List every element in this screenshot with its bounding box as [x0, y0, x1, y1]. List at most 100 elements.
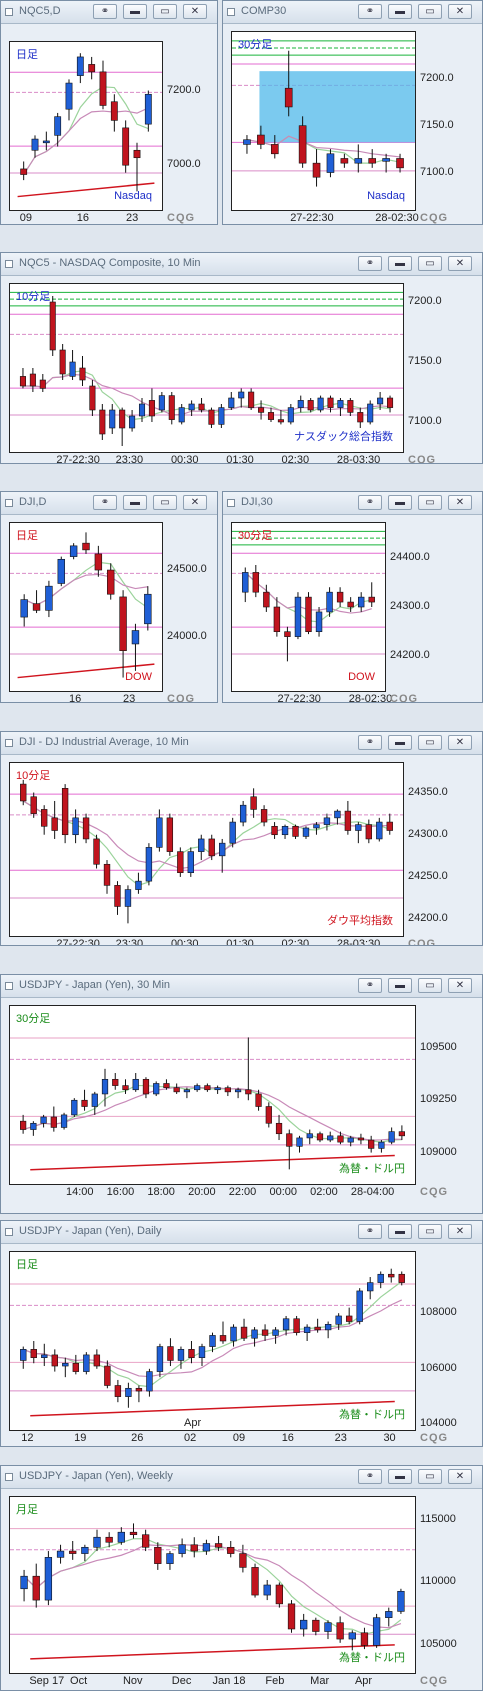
chart-window-nqd[interactable]: NQC5,D ⚭ ▬ ▭ ✕ 日足 Nasdaq 7200.0 7000.0 09 16 23 CQG: [0, 0, 218, 225]
chart-window-djid[interactable]: DJI,D ⚭ ▬ ▭ ✕ 日足 DOW 24500.0 24000.0 16 23 CQG: [0, 491, 218, 703]
symbol-label: ダウ平均指数: [327, 915, 393, 927]
candle: [356, 1288, 363, 1325]
long-ma-line: [30, 1400, 395, 1417]
chart-window-nq10[interactable]: NQC5 - NASDAQ Composite, 10 Min ⚭ ▬ ▭ ✕ 10分足ナ…: [0, 252, 483, 464]
chart-plot-area[interactable]: 月足 為替・ドル円: [9, 1496, 416, 1674]
window-menu-icon[interactable]: [5, 982, 13, 990]
window-titlebar[interactable]: NQC5 - NASDAQ Composite, 10 Min ⚭ ▬ ▭ ✕: [1, 253, 482, 276]
maximize-button[interactable]: ▭: [153, 4, 177, 19]
close-button[interactable]: ✕: [448, 4, 472, 19]
window-title: NQC5,D: [19, 5, 61, 17]
chart-plot-area[interactable]: 日足 DOW: [9, 522, 163, 692]
candle: [377, 392, 384, 410]
candle: [275, 1582, 284, 1608]
close-button[interactable]: ✕: [183, 4, 207, 19]
maximize-button[interactable]: ▭: [418, 1469, 442, 1484]
chart-plot-area[interactable]: 10分足 ナスダック総合指数: [9, 283, 404, 453]
candle: [227, 1541, 235, 1558]
link-button[interactable]: ⚭: [358, 1224, 382, 1239]
chart-svg: [10, 532, 162, 679]
candle: [20, 1346, 27, 1369]
chart-plot-area[interactable]: 30分足 為替・ドル円: [9, 1005, 416, 1185]
link-button[interactable]: ⚭: [358, 735, 382, 750]
window-menu-icon[interactable]: [5, 8, 13, 16]
link-button[interactable]: ⚭: [93, 495, 117, 510]
window-titlebar[interactable]: USDJPY - Japan (Yen), Daily ⚭ ▬ ▭ ✕: [1, 1221, 482, 1244]
close-button[interactable]: ✕: [448, 256, 472, 271]
minimize-button[interactable]: ▬: [388, 4, 412, 19]
window-titlebar[interactable]: USDJPY - Japan (Yen), Weekly ⚭ ▬ ▭ ✕: [1, 1466, 482, 1489]
close-button[interactable]: ✕: [448, 1224, 472, 1239]
minimize-button[interactable]: ▬: [388, 735, 412, 750]
chart-window-comp30[interactable]: COMP30 ⚭ ▬ ▭ ✕ 30分足 Nasdaq 7200.0 7150.0 7100.0 27…: [222, 0, 483, 225]
close-button[interactable]: ✕: [183, 495, 207, 510]
symbol-label: DOW: [348, 671, 375, 683]
maximize-button[interactable]: ▭: [418, 256, 442, 271]
window-titlebar[interactable]: NQC5,D ⚭ ▬ ▭ ✕: [1, 1, 217, 24]
minimize-button[interactable]: ▬: [388, 978, 412, 993]
link-button[interactable]: ⚭: [358, 256, 382, 271]
chart-svg: [10, 1523, 415, 1660]
window-menu-icon[interactable]: [227, 8, 235, 16]
link-button[interactable]: ⚭: [358, 4, 382, 19]
maximize-button[interactable]: ▭: [418, 1224, 442, 1239]
window-titlebar[interactable]: DJI,30 ⚭ ▬ ▭ ✕: [223, 492, 482, 515]
window-titlebar[interactable]: DJI,D ⚭ ▬ ▭ ✕: [1, 492, 217, 515]
x-tick-label: 23:30: [115, 454, 144, 464]
chart-window-usdjpy30[interactable]: USDJPY - Japan (Yen), 30 Min ⚭ ▬ ▭ ✕ 30分足 為替・ド…: [0, 974, 483, 1214]
chart-window-dji30[interactable]: DJI,30 ⚭ ▬ ▭ ✕ 30分足 DOW 24400.0 24300.0 24200.0 27…: [222, 491, 483, 703]
x-axis: 27-22:30 23:30 00:30 01:30 02:30 28-03:30: [9, 453, 404, 464]
y-tick-label: 104000: [420, 1417, 457, 1430]
chart-window-usdjpyd[interactable]: USDJPY - Japan (Yen), Daily ⚭ ▬ ▭ ✕ 日足 為替・ドル円 1…: [0, 1220, 483, 1447]
maximize-button[interactable]: ▭: [418, 978, 442, 993]
x-tick-label: 23: [334, 1432, 347, 1444]
window-menu-icon[interactable]: [5, 1473, 13, 1481]
cqg-logo: CQG: [167, 693, 196, 703]
window-titlebar[interactable]: USDJPY - Japan (Yen), 30 Min ⚭ ▬ ▭ ✕: [1, 975, 482, 998]
link-button[interactable]: ⚭: [358, 495, 382, 510]
close-button[interactable]: ✕: [448, 978, 472, 993]
chart-plot-area[interactable]: 30分足 DOW: [231, 522, 386, 692]
close-button[interactable]: ✕: [448, 495, 472, 510]
minimize-button[interactable]: ▬: [123, 4, 147, 19]
chart-plot-area[interactable]: 日足 為替・ドル円: [9, 1251, 416, 1431]
window-menu-icon[interactable]: [5, 499, 13, 507]
window-menu-icon[interactable]: [5, 260, 13, 268]
window-menu-icon[interactable]: [5, 1228, 13, 1236]
candle: [62, 1357, 69, 1378]
close-button[interactable]: ✕: [448, 735, 472, 750]
link-button[interactable]: ⚭: [93, 4, 117, 19]
window-menu-icon[interactable]: [227, 499, 235, 507]
chart-plot-area[interactable]: 10分足 ダウ平均指数: [9, 762, 404, 937]
symbol-label: DOW: [125, 671, 152, 683]
minimize-button[interactable]: ▬: [388, 1469, 412, 1484]
close-button[interactable]: ✕: [448, 1469, 472, 1484]
maximize-button[interactable]: ▭: [153, 495, 177, 510]
candle: [190, 1537, 198, 1558]
minimize-button[interactable]: ▬: [388, 256, 412, 271]
candle: [208, 834, 215, 861]
candle: [158, 392, 165, 413]
window-menu-icon[interactable]: [5, 739, 13, 747]
candle: [177, 1346, 185, 1369]
maximize-button[interactable]: ▭: [418, 735, 442, 750]
candle: [32, 590, 41, 614]
y-tick-label: 109500: [420, 1040, 457, 1053]
candle: [265, 1102, 272, 1128]
minimize-button[interactable]: ▬: [388, 1224, 412, 1239]
candle: [31, 135, 39, 158]
link-button[interactable]: ⚭: [358, 1469, 382, 1484]
maximize-button[interactable]: ▭: [418, 4, 442, 19]
candle: [287, 1600, 296, 1633]
link-button[interactable]: ⚭: [358, 978, 382, 993]
candle: [387, 395, 394, 413]
chart-plot-area[interactable]: 日足 Nasdaq: [9, 41, 163, 211]
minimize-button[interactable]: ▬: [388, 495, 412, 510]
minimize-button[interactable]: ▬: [123, 495, 147, 510]
window-titlebar[interactable]: DJI - DJ Industrial Average, 10 Min ⚭ ▬ ▭ ✕: [1, 732, 482, 755]
chart-plot-area[interactable]: 30分足 Nasdaq: [231, 31, 416, 211]
chart-window-dji10[interactable]: DJI - DJ Industrial Average, 10 Min ⚭ ▬ ▭ ✕ 1…: [0, 731, 483, 946]
chart-window-usdjpyw[interactable]: USDJPY - Japan (Yen), Weekly ⚭ ▬ ▭ ✕ 月足 為替・ドル円…: [0, 1465, 483, 1691]
maximize-button[interactable]: ▭: [418, 495, 442, 510]
window-titlebar[interactable]: COMP30 ⚭ ▬ ▭ ✕: [223, 1, 482, 24]
